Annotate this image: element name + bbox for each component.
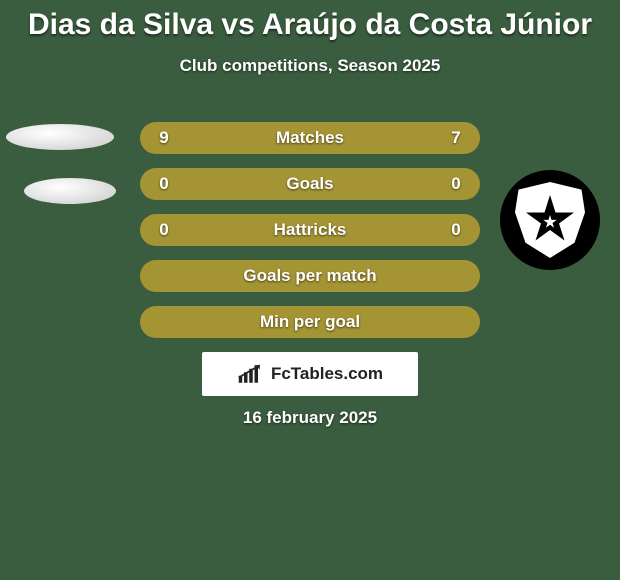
star-icon: [525, 195, 575, 245]
stat-row: 0Goals0: [140, 168, 480, 200]
stat-left-value: 0: [154, 220, 174, 240]
player-right-club-badge: [500, 170, 600, 270]
player-left-badge-2: [24, 178, 116, 204]
stat-label: Hattricks: [174, 220, 446, 240]
shield-icon: [515, 182, 585, 258]
bar-chart-arrow-icon: [237, 363, 265, 385]
date-label: 16 february 2025: [0, 408, 620, 428]
page-title: Dias da Silva vs Araújo da Costa Júnior: [0, 0, 620, 42]
stat-right-value: 0: [446, 174, 466, 194]
subtitle: Club competitions, Season 2025: [0, 56, 620, 76]
stat-row: 0Hattricks0: [140, 214, 480, 246]
stat-row: 9Matches7: [140, 122, 480, 154]
branding-text: FcTables.com: [271, 364, 383, 384]
stat-right-value: 7: [446, 128, 466, 148]
player-left-badge-1: [6, 124, 114, 150]
stat-left-value: 0: [154, 174, 174, 194]
stat-row: Goals per match: [140, 260, 480, 292]
stats-table: 9Matches70Goals00Hattricks0Goals per mat…: [140, 122, 480, 352]
branding-card: FcTables.com: [202, 352, 418, 396]
stat-label: Goals per match: [174, 266, 446, 286]
stat-right-value: 0: [446, 220, 466, 240]
stat-label: Matches: [174, 128, 446, 148]
stat-row: Min per goal: [140, 306, 480, 338]
stat-left-value: 9: [154, 128, 174, 148]
stat-label: Min per goal: [174, 312, 446, 332]
stat-label: Goals: [174, 174, 446, 194]
